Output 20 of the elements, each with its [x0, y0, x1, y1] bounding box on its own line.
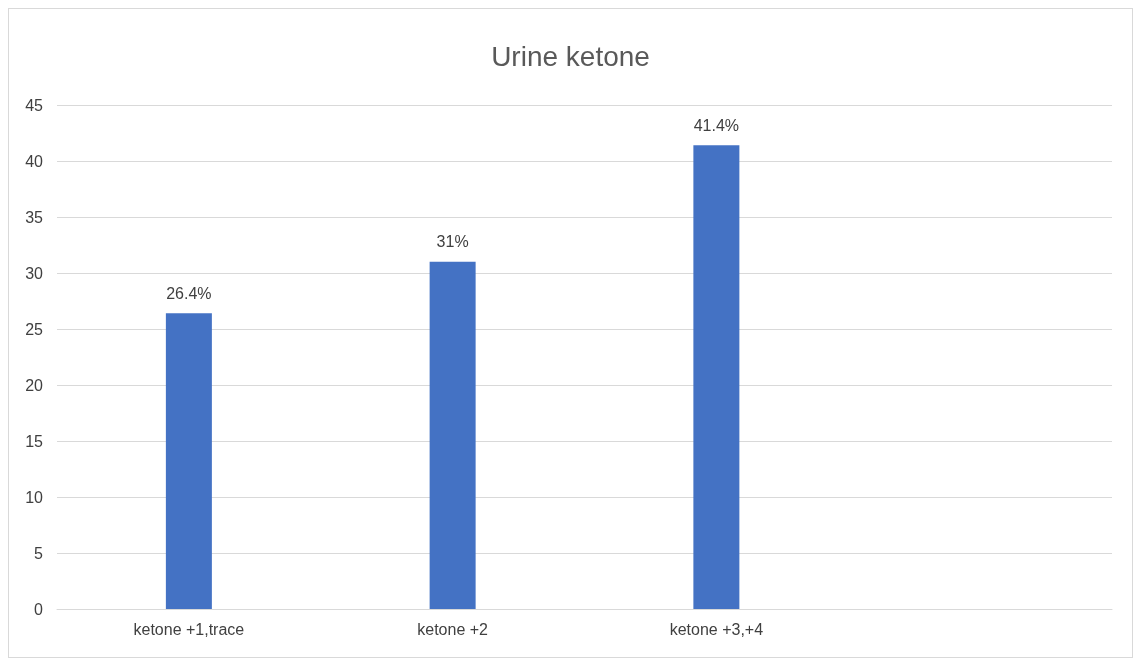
y-tick-label: 35 — [25, 208, 44, 226]
x-tick-label: ketone +2 — [417, 620, 489, 638]
x-tick-label: ketone +3,+4 — [669, 620, 764, 638]
bar — [429, 261, 476, 609]
y-tick-label: 30 — [25, 264, 44, 282]
x-tick-label: ketone +1,trace — [133, 620, 245, 638]
y-tick-label: 40 — [25, 152, 44, 170]
y-tick-label: 20 — [25, 376, 44, 394]
y-tick-label: 25 — [25, 320, 44, 338]
y-tick-label: 45 — [25, 96, 44, 114]
data-label: 31% — [436, 233, 469, 251]
y-tick-label: 0 — [34, 600, 44, 618]
y-tick-label: 10 — [25, 488, 44, 506]
y-tick-label: 5 — [34, 544, 44, 562]
bar — [693, 145, 740, 609]
chart-title: Urine ketone — [491, 40, 650, 72]
y-tick-label: 15 — [25, 432, 44, 450]
bar — [165, 313, 212, 609]
data-label: 26.4% — [166, 284, 212, 302]
data-label: 41.4% — [693, 116, 740, 134]
